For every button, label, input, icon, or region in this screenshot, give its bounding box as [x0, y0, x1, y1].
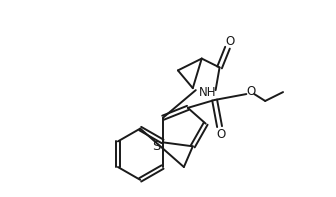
Text: S: S [152, 140, 160, 153]
Text: O: O [226, 35, 235, 48]
Text: NH: NH [199, 85, 216, 98]
Text: O: O [247, 85, 256, 98]
Text: O: O [216, 128, 225, 141]
